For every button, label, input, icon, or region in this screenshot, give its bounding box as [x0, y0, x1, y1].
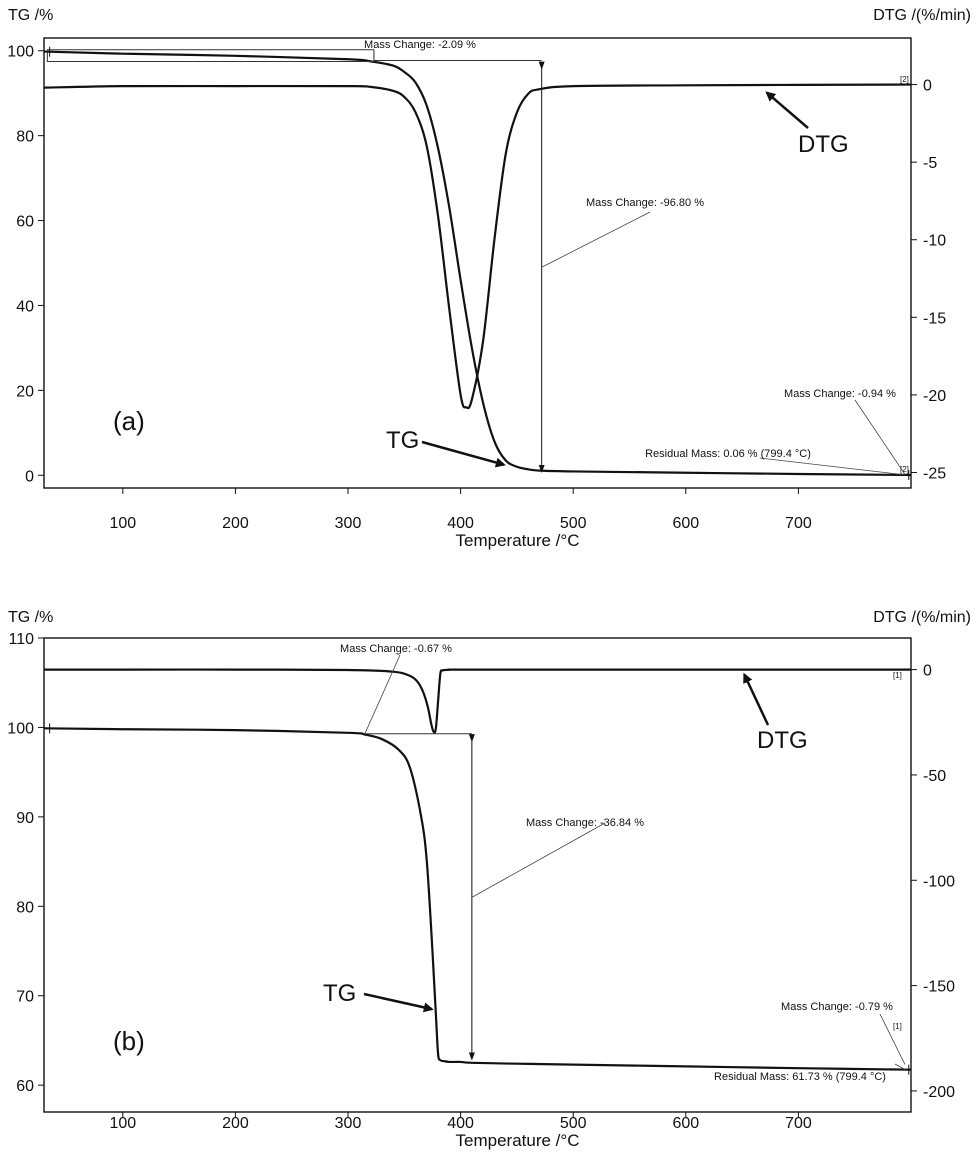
x-tick-label: 100 — [109, 1115, 136, 1132]
y-tick-label-left: 90 — [16, 810, 34, 827]
series-line-tg — [43, 727, 912, 1071]
y-axis-title-left: TG /% — [8, 609, 53, 626]
x-tick-label: 300 — [335, 515, 362, 532]
leader-line — [541, 211, 651, 268]
curve-id-marker: [1] — [893, 1022, 902, 1031]
tg-arrow — [363, 992, 434, 1013]
y-tick-label-left: 60 — [16, 214, 34, 231]
y-tick-label-left: 70 — [16, 989, 34, 1006]
x-tick-label: 700 — [785, 515, 812, 532]
residual-mass-label: Residual Mass: 61.73 % (799.4 °C) — [714, 1071, 886, 1083]
curve-id-marker: [2] — [900, 75, 909, 84]
x-tick-label: 400 — [447, 515, 474, 532]
dtg-arrow — [743, 672, 770, 726]
x-tick-label: 700 — [785, 1115, 812, 1132]
plot-frame — [43, 37, 912, 489]
x-tick-label: 300 — [335, 1115, 362, 1132]
y-tick-label-right: 0 — [923, 663, 932, 680]
y-tick-label-left: 80 — [16, 899, 34, 916]
curve-id-marker: [1] — [893, 671, 902, 680]
x-axis-title: Temperature /°C — [456, 531, 580, 550]
dtg-curve-label: DTG — [757, 727, 808, 754]
y-tick-label-right: 0 — [923, 78, 932, 95]
y-tick-label-right: -200 — [923, 1084, 955, 1101]
series-line-dtg — [44, 668, 911, 734]
y-tick-label-right: -5 — [923, 155, 937, 172]
y-tick-label-left: 40 — [16, 298, 34, 315]
x-tick-label: 600 — [672, 515, 699, 532]
dtg-arrow — [765, 91, 809, 129]
curve-id-marker: [2] — [900, 465, 909, 474]
chart-panel-b: TG /% DTG /(%/min) Temperature /°C 100 200 30… — [7, 609, 971, 1150]
x-tick-label: 400 — [447, 1115, 474, 1132]
y-tick-label-right: -10 — [923, 233, 946, 250]
leader-line — [854, 399, 906, 475]
dtg-curve-label: DTG — [798, 131, 849, 158]
y-tick-label-right: -20 — [923, 388, 946, 405]
y-tick-label-left: 60 — [16, 1078, 34, 1095]
y-tick-label-right: -50 — [923, 768, 946, 785]
x-axis-title: Temperature /°C — [456, 1131, 580, 1150]
leader-line — [759, 457, 906, 476]
panel-label: (b) — [113, 1026, 145, 1056]
y-tick-label-left: 110 — [8, 631, 34, 648]
tg-arrow — [421, 440, 506, 468]
y-tick-label-left: 100 — [7, 720, 34, 737]
x-tick-label: 200 — [222, 515, 249, 532]
panel-label: (a) — [113, 406, 145, 436]
x-tick-label: 500 — [560, 1115, 587, 1132]
x-tick-label: 200 — [222, 1115, 249, 1132]
y-tick-label-right: -25 — [923, 465, 946, 482]
y-tick-label-right: -150 — [923, 979, 955, 996]
leader-line — [894, 1063, 906, 1070]
y-axis-title-right: DTG /(%/min) — [873, 609, 971, 626]
mass-change-label-1: Mass Change: -2.09 % — [364, 39, 476, 51]
y-axis-title-right: DTG /(%/min) — [873, 7, 971, 24]
tg-curve-label: TG — [323, 980, 356, 1007]
mass-change-label-3: Mass Change: -0.94 % — [784, 388, 896, 400]
series-line-tg — [43, 50, 912, 477]
tg-curve-label: TG — [386, 427, 419, 454]
y-tick-label-left: 0 — [25, 468, 34, 485]
mass-change-label-1: Mass Change: -0.67 % — [340, 643, 452, 655]
y-tick-label-left: 20 — [16, 383, 34, 400]
leader-line — [879, 1013, 906, 1065]
y-axis-title-left: TG /% — [8, 7, 53, 24]
x-tick-label: 500 — [560, 515, 587, 532]
series-line-dtg — [43, 83, 912, 410]
y-tick-label-right: -15 — [923, 310, 946, 327]
y-tick-label-right: -100 — [923, 873, 955, 890]
leader-line — [364, 654, 401, 734]
y-tick-label-left: 80 — [16, 129, 34, 146]
plot-frame — [43, 637, 912, 1113]
y-tick-label-left: 100 — [7, 44, 34, 61]
x-tick-label: 100 — [109, 515, 136, 532]
mass-change-label-3: Mass Change: -0.79 % — [781, 1001, 893, 1013]
mass-change-label-2: Mass Change: -96.80 % — [586, 197, 704, 209]
mass-change-label-2: Mass Change: -36.84 % — [526, 817, 644, 829]
residual-mass-label: Residual Mass: 0.06 % (799.4 °C) — [645, 448, 811, 460]
x-tick-label: 600 — [672, 1115, 699, 1132]
leader-line — [471, 822, 606, 898]
